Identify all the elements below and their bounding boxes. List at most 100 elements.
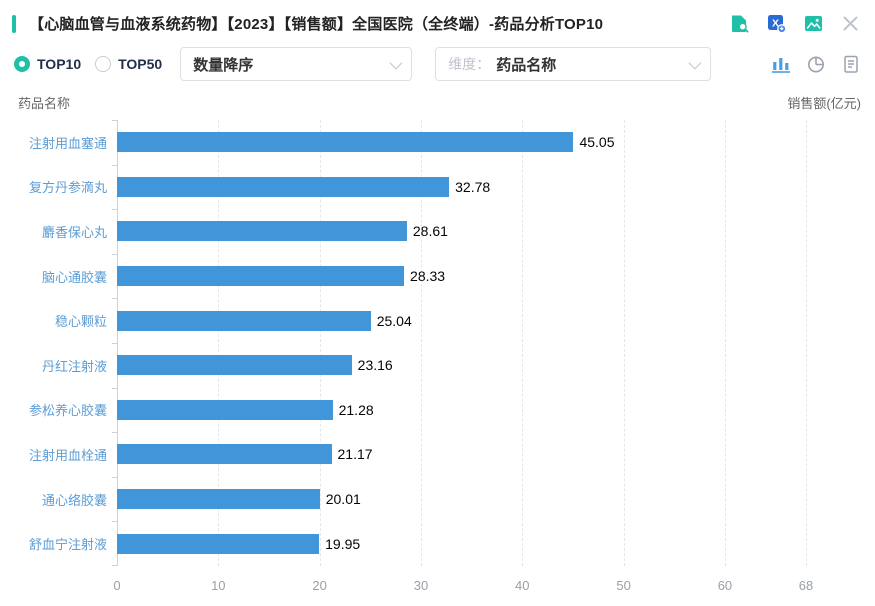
bar[interactable]	[117, 266, 405, 287]
controls-row: TOP10 TOP50 数量降序 维度： 药品名称	[14, 47, 861, 81]
y-axis-title: 药品名称	[18, 96, 71, 111]
bar[interactable]	[117, 355, 352, 376]
chart-row: 复方丹参滴丸 32.78	[14, 165, 806, 210]
value-label: 20.01	[325, 491, 361, 508]
y-axis-tick	[112, 387, 117, 389]
pie-chart-icon[interactable]	[806, 54, 826, 74]
value-label: 19.95	[325, 535, 361, 552]
chart-row: 丹红注射液 23.16	[14, 343, 806, 388]
radio-dot-icon	[95, 56, 112, 72]
bar[interactable]	[117, 221, 407, 242]
chart-row: 脑心通胶囊 28.33	[14, 254, 806, 299]
sort-order-value: 数量降序	[193, 56, 254, 74]
data-search-icon[interactable]	[729, 13, 750, 34]
category-label: 注射用血塞通	[28, 135, 107, 151]
bar-track: 21.17	[117, 444, 806, 465]
category-label: 稳心颗粒	[54, 314, 107, 330]
x-tick-label: 60	[717, 578, 733, 593]
gridline	[806, 120, 807, 566]
chevron-down-icon	[688, 56, 702, 69]
y-axis-line	[117, 120, 118, 566]
bar[interactable]	[117, 399, 333, 420]
title-accent-bar	[12, 14, 16, 33]
save-image-icon[interactable]	[803, 13, 824, 34]
value-label: 28.33	[410, 268, 446, 285]
chevron-down-icon	[389, 56, 403, 69]
report-icon[interactable]	[841, 54, 861, 74]
chart-row: 参松养心胶囊 21.28	[14, 388, 806, 433]
bar[interactable]	[117, 176, 450, 197]
y-axis-tick	[112, 253, 117, 255]
radio-top50[interactable]: TOP50	[95, 56, 162, 72]
panel-header: 【心脑血管与血液系统药物】【2023】【销售额】全国医院（全终端）-药品分析TO…	[0, 0, 875, 34]
x-tick-label: 10	[211, 578, 226, 593]
category-label: 麝香保心丸	[41, 224, 107, 240]
bar-track: 20.01	[117, 489, 806, 510]
x-tick-label: 50	[616, 578, 631, 593]
category-label: 参松养心胶囊	[28, 403, 107, 419]
chart-gridlines	[112, 120, 807, 566]
y-axis-tick	[112, 164, 117, 166]
header-toolbar: X	[729, 13, 861, 34]
gridline	[420, 120, 422, 566]
radio-dot-icon	[14, 56, 30, 72]
y-axis-tick	[112, 120, 117, 121]
y-axis-tick	[112, 209, 117, 211]
category-label: 复方丹参滴丸	[28, 180, 107, 196]
x-axis-title: 销售额(亿元)	[787, 96, 861, 111]
gridline	[522, 120, 524, 566]
chart-row: 舒血宁注射液 19.95	[14, 521, 806, 566]
bar-track: 21.28	[117, 399, 806, 420]
bar[interactable]	[117, 444, 332, 465]
category-label: 丹红注射液	[41, 358, 107, 374]
bar[interactable]	[117, 310, 371, 331]
x-axis: 0 10 20 30 40 50 60 68	[113, 574, 813, 602]
value-label: 21.28	[338, 401, 374, 418]
category-label: 舒血宁注射液	[28, 537, 107, 553]
top-filter-radio-group: TOP10 TOP50	[14, 56, 162, 72]
excel-export-icon[interactable]: X	[766, 13, 787, 34]
dimension-select-value: 药品名称	[496, 56, 557, 74]
bar-track: 25.04	[117, 310, 806, 331]
gridline	[623, 120, 625, 566]
bar-track: 28.33	[117, 266, 806, 287]
chart-rows: 注射用血塞通 45.05 复方丹参滴丸 32.78 麝香保心丸 28.61 脑心通胶囊 28.…	[14, 120, 806, 566]
dimension-select[interactable]: 维度： 药品名称	[435, 47, 712, 81]
x-tick-label: 30	[413, 578, 429, 593]
sort-order-select[interactable]: 数量降序	[180, 47, 413, 81]
radio-top10[interactable]: TOP10	[14, 56, 81, 72]
bar-track: 45.05	[117, 132, 806, 153]
page-title: 【心脑血管与血液系统药物】【2023】【销售额】全国医院（全终端）-药品分析TO…	[29, 16, 604, 33]
chart-row: 麝香保心丸 28.61	[14, 209, 806, 254]
gridline	[319, 120, 321, 566]
x-tick-label: 40	[515, 578, 530, 593]
bar-chart-icon[interactable]	[771, 54, 791, 74]
chart-row: 通心络胶囊 20.01	[14, 477, 806, 522]
value-label: 32.78	[455, 178, 491, 195]
category-label: 脑心通胶囊	[41, 269, 107, 285]
category-label: 通心络胶囊	[41, 492, 107, 508]
bar[interactable]	[117, 489, 320, 510]
bar-track: 19.95	[117, 533, 806, 554]
y-axis-tick	[112, 432, 117, 434]
x-tick-label: 68	[798, 578, 814, 593]
axis-header: 药品名称 销售额(亿元)	[18, 93, 861, 112]
y-axis-tick	[112, 343, 117, 344]
bar[interactable]	[117, 533, 320, 554]
x-tick-label: 0	[113, 578, 121, 593]
dimension-select-label: 维度：	[448, 56, 491, 72]
bar-track: 32.78	[117, 176, 806, 197]
value-label: 45.05	[579, 134, 615, 151]
svg-text:X: X	[772, 18, 779, 30]
category-label: 注射用血栓通	[28, 447, 107, 463]
bar[interactable]	[117, 132, 574, 153]
y-axis-tick	[112, 521, 117, 523]
close-icon[interactable]	[840, 13, 861, 34]
bar-track: 28.61	[117, 221, 806, 242]
chart-type-switcher	[771, 54, 861, 74]
y-axis-tick	[112, 298, 117, 300]
chart-row: 注射用血栓通 21.17	[14, 432, 806, 477]
bar-chart: 注射用血塞通 45.05 复方丹参滴丸 32.78 麝香保心丸 28.61 脑心通胶囊 28.…	[14, 120, 813, 602]
value-label: 28.61	[412, 223, 448, 240]
